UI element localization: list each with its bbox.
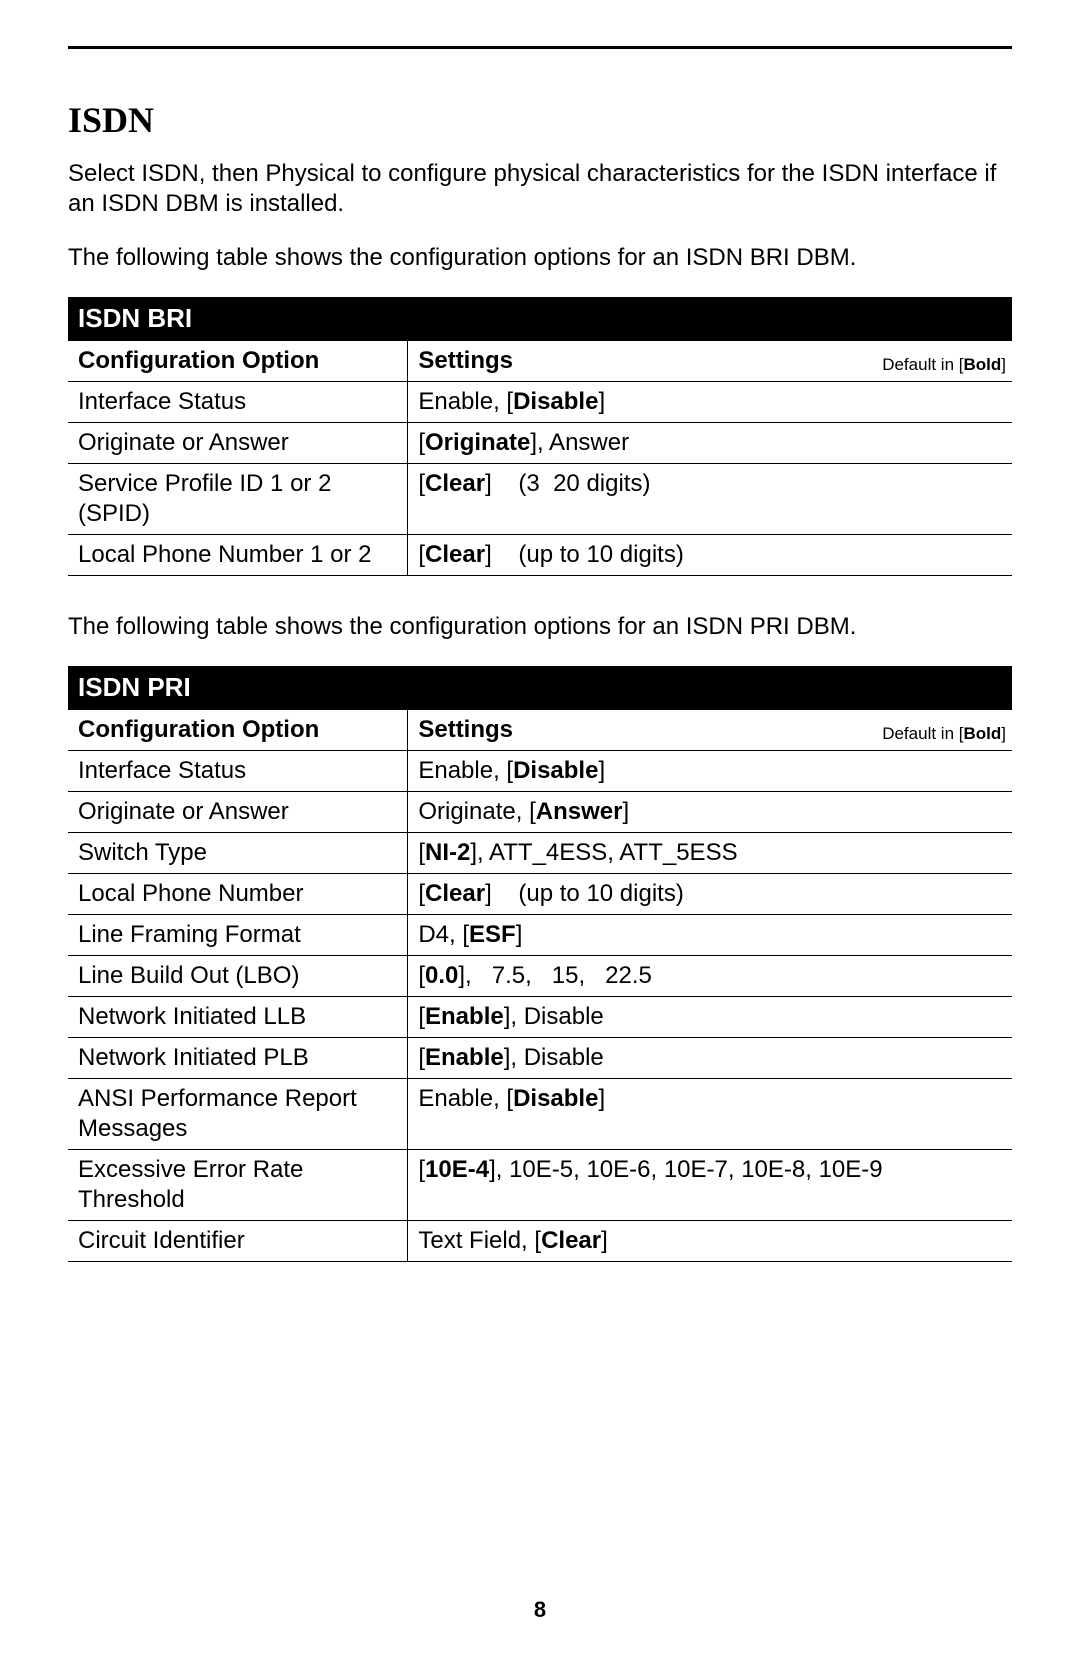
- settings-cell: [0.0], 7.5, 15, 22.5: [408, 956, 1012, 997]
- config-option-cell: Local Phone Number 1 or 2: [68, 535, 408, 576]
- default-note: Default in [Bold]: [882, 354, 1006, 375]
- table-header-row: Configuration Option Settings Default in…: [68, 341, 1012, 382]
- table-row: Local Phone Number[Clear] (up to 10 digi…: [68, 874, 1012, 915]
- config-option-cell: Originate or Answer: [68, 423, 408, 464]
- config-option-cell: Service Profile ID 1 or 2 (SPID): [68, 464, 408, 535]
- table-row: Service Profile ID 1 or 2 (SPID)[Clear] …: [68, 464, 1012, 535]
- settings-cell: [10E-4], 10E-5, 10E-6, 10E-7, 10E-8, 10E…: [408, 1150, 1012, 1221]
- table-row: Line Framing FormatD4, [ESF]: [68, 915, 1012, 956]
- table-row: ANSI Performance Report MessagesEnable, …: [68, 1079, 1012, 1150]
- config-option-cell: Local Phone Number: [68, 874, 408, 915]
- isdn-bri-table: ISDN BRI Configuration Option Settings D…: [68, 297, 1012, 576]
- top-rule: [68, 46, 1012, 49]
- table-row: Local Phone Number 1 or 2[Clear] (up to …: [68, 535, 1012, 576]
- settings-cell: [Enable], Disable: [408, 1038, 1012, 1079]
- settings-cell: Enable, [Disable]: [408, 751, 1012, 792]
- col-header-settings-label: Settings: [418, 347, 513, 374]
- isdn-pri-table: ISDN PRI Configuration Option Settings D…: [68, 666, 1012, 1262]
- col-header-config-option: Configuration Option: [68, 341, 408, 382]
- table-row: Interface StatusEnable, [Disable]: [68, 751, 1012, 792]
- config-option-cell: Network Initiated LLB: [68, 997, 408, 1038]
- intro-paragraph-2: The following table shows the configurat…: [68, 243, 1012, 273]
- isdn-bri-rows: Interface StatusEnable, [Disable]Origina…: [68, 382, 1012, 576]
- table-row: Switch Type[NI-2], ATT_4ESS, ATT_5ESS: [68, 833, 1012, 874]
- table-row: Network Initiated PLB[Enable], Disable: [68, 1038, 1012, 1079]
- col-header-settings: Settings Default in [Bold]: [408, 341, 1012, 382]
- table-row: Circuit IdentifierText Field, [Clear]: [68, 1221, 1012, 1262]
- table-row: Originate or AnswerOriginate, [Answer]: [68, 792, 1012, 833]
- config-option-cell: Line Framing Format: [68, 915, 408, 956]
- settings-cell: D4, [ESF]: [408, 915, 1012, 956]
- default-note-bold: Bold: [963, 724, 1001, 743]
- settings-cell: [Clear] (3 20 digits): [408, 464, 1012, 535]
- config-option-cell: Network Initiated PLB: [68, 1038, 408, 1079]
- config-option-cell: ANSI Performance Report Messages: [68, 1079, 408, 1150]
- table-row: Network Initiated LLB[Enable], Disable: [68, 997, 1012, 1038]
- isdn-pri-title: ISDN PRI: [68, 666, 1012, 710]
- config-option-cell: Originate or Answer: [68, 792, 408, 833]
- col-header-settings: Settings Default in [Bold]: [408, 710, 1012, 751]
- default-note-bold: Bold: [963, 355, 1001, 374]
- settings-cell: [Clear] (up to 10 digits): [408, 535, 1012, 576]
- page-number: 8: [0, 1597, 1080, 1623]
- table-row: Excessive Error Rate Threshold[10E-4], 1…: [68, 1150, 1012, 1221]
- default-note-prefix: Default in: [882, 724, 959, 743]
- default-note: Default in [Bold]: [882, 723, 1006, 744]
- default-note-prefix: Default in: [882, 355, 959, 374]
- table-row: Originate or Answer[Originate], Answer: [68, 423, 1012, 464]
- config-option-cell: Interface Status: [68, 751, 408, 792]
- col-header-settings-label: Settings: [418, 716, 513, 743]
- section-title: ISDN: [68, 99, 1012, 141]
- settings-cell: [Clear] (up to 10 digits): [408, 874, 1012, 915]
- settings-cell: Enable, [Disable]: [408, 1079, 1012, 1150]
- config-option-cell: Switch Type: [68, 833, 408, 874]
- table-header-row: Configuration Option Settings Default in…: [68, 710, 1012, 751]
- intro-paragraph-1: Select ISDN, then Physical to configure …: [68, 159, 1012, 219]
- settings-cell: [Originate], Answer: [408, 423, 1012, 464]
- settings-cell: Enable, [Disable]: [408, 382, 1012, 423]
- isdn-bri-title: ISDN BRI: [68, 297, 1012, 341]
- table-row: Line Build Out (LBO)[0.0], 7.5, 15, 22.5: [68, 956, 1012, 997]
- settings-cell: [NI-2], ATT_4ESS, ATT_5ESS: [408, 833, 1012, 874]
- intro-paragraph-3: The following table shows the configurat…: [68, 612, 1012, 642]
- settings-cell: [Enable], Disable: [408, 997, 1012, 1038]
- isdn-pri-rows: Interface StatusEnable, [Disable]Origina…: [68, 751, 1012, 1262]
- config-option-cell: Excessive Error Rate Threshold: [68, 1150, 408, 1221]
- settings-cell: Text Field, [Clear]: [408, 1221, 1012, 1262]
- config-option-cell: Circuit Identifier: [68, 1221, 408, 1262]
- config-option-cell: Interface Status: [68, 382, 408, 423]
- table-row: Interface StatusEnable, [Disable]: [68, 382, 1012, 423]
- settings-cell: Originate, [Answer]: [408, 792, 1012, 833]
- config-option-cell: Line Build Out (LBO): [68, 956, 408, 997]
- col-header-config-option: Configuration Option: [68, 710, 408, 751]
